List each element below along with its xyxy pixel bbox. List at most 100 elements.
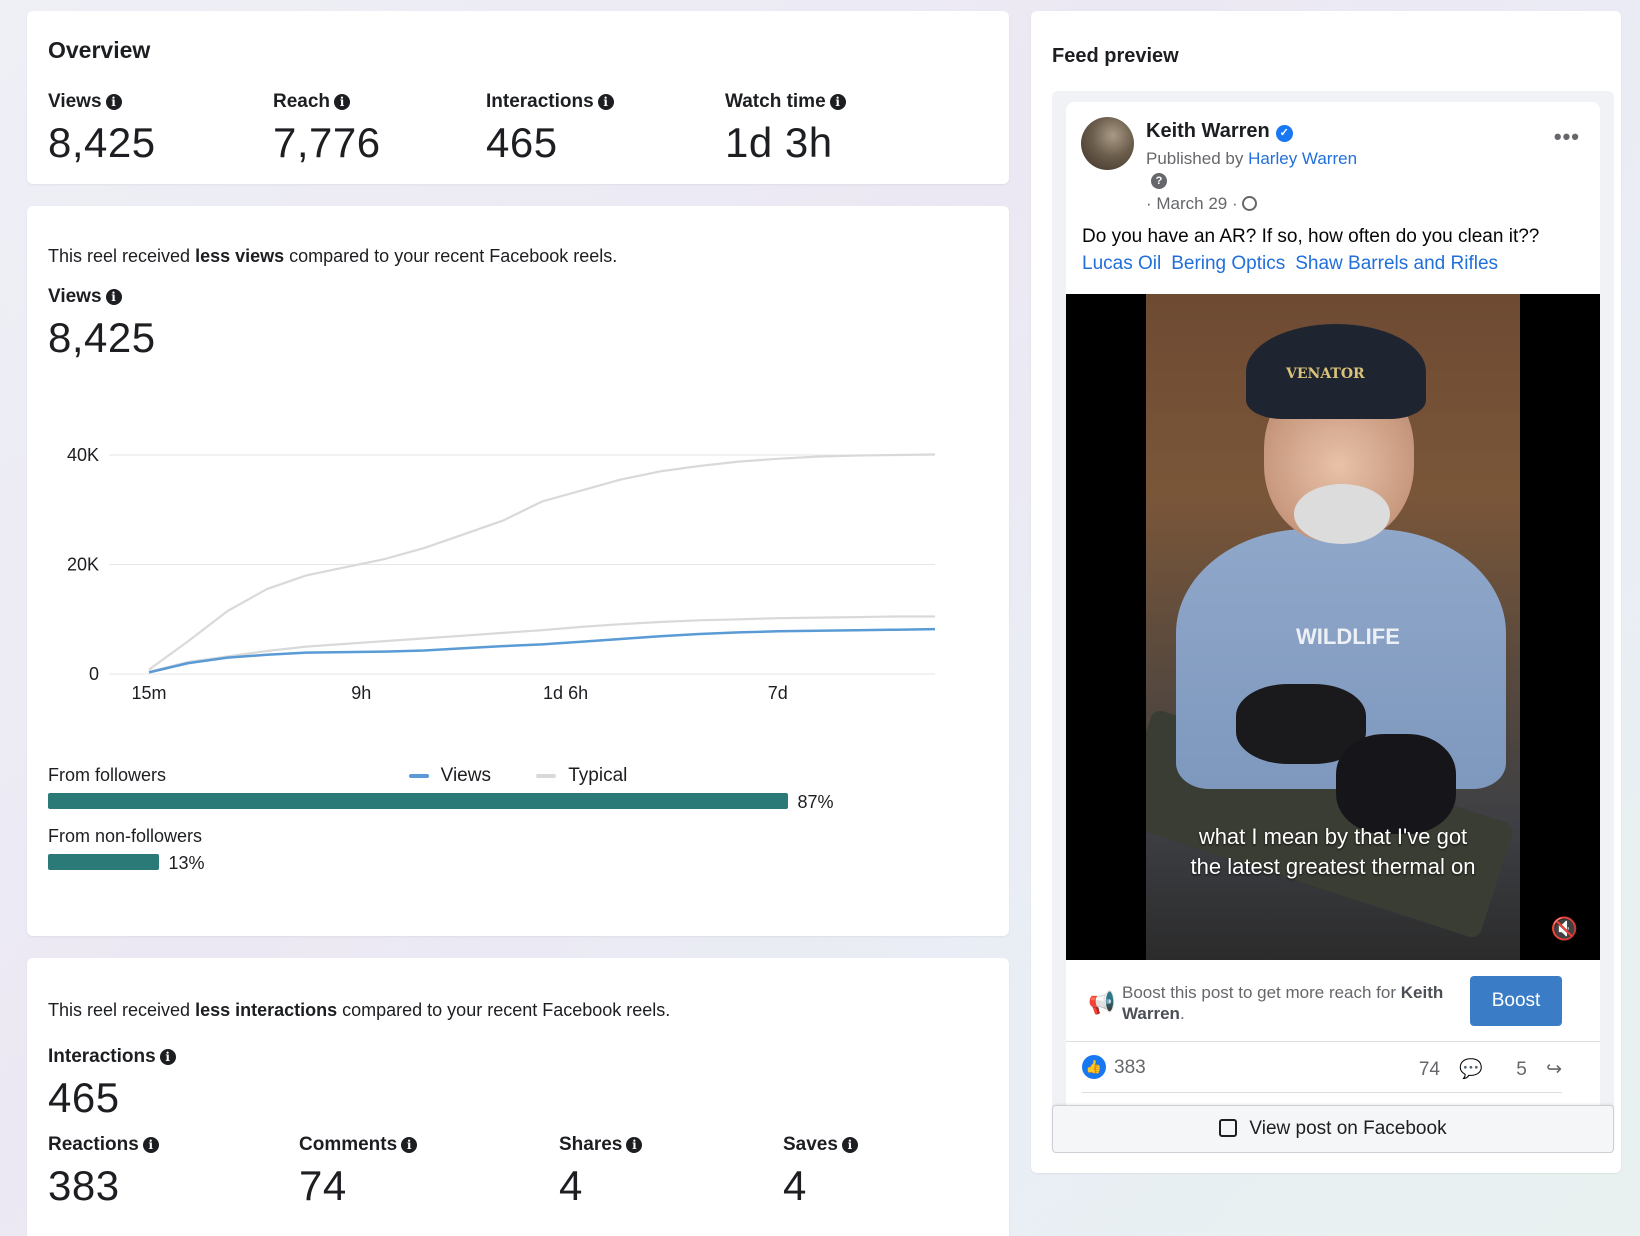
metric-value: 7,776 (273, 119, 381, 166)
post-tags: Lucas Oil Bering Optics Shaw Barrels and R… (1082, 253, 1508, 275)
metric-reach: Reach i 7,776 (273, 91, 381, 167)
metric-comments: Comments i 74 (299, 1134, 418, 1210)
verified-icon: ✓ (1275, 125, 1293, 142)
like-icon: 👍 (1082, 1055, 1106, 1079)
metric-value: 4 (783, 1162, 807, 1209)
metric-label: Reactions (48, 1134, 139, 1155)
overview-title: Overview (48, 37, 151, 63)
metric-value: 8,425 (48, 314, 156, 361)
series-line-views[interactable] (148, 627, 936, 674)
legend-item-views[interactable]: Views (408, 765, 491, 787)
info-icon[interactable]: i (829, 94, 846, 110)
metric-views-detail: Views i 8,425 (48, 286, 156, 362)
legend-swatch (536, 774, 557, 778)
metric-label: Interactions (48, 1046, 156, 1067)
boost-button[interactable]: Boost (1470, 976, 1562, 1026)
from-non-followers-bar: 13% (48, 853, 948, 873)
share-icon: ↪ (1546, 1059, 1562, 1080)
more-icon[interactable]: ••• (1553, 124, 1580, 149)
metric-shares: Shares i 4 (559, 1134, 643, 1210)
bar-percent: 13% (168, 853, 205, 873)
external-link-icon (1219, 1119, 1238, 1137)
metric-interactions: Interactions i 465 (486, 91, 614, 167)
shirt-logo: WILDLIFE (1296, 624, 1400, 649)
from-followers-bar: 87% (48, 792, 948, 812)
post-stats: 👍 383 74 💬 5 ↪ (1082, 1043, 1562, 1093)
legend-swatch (408, 774, 429, 778)
info-icon[interactable]: i (105, 94, 122, 110)
help-icon[interactable]: ? (1151, 173, 1167, 189)
metric-views: Views i 8,425 (48, 91, 156, 167)
beard-shape (1294, 484, 1390, 544)
tag-link[interactable]: Shaw Barrels and Rifles (1295, 253, 1499, 274)
interactions-card: This reel received less interactions com… (27, 958, 1009, 1236)
metric-value: 465 (48, 1074, 120, 1121)
metric-label: Views (48, 286, 102, 307)
feed-preview-frame[interactable]: Keith Warren ✓ Published by Harley Warren… (1052, 91, 1614, 1121)
metric-label: Watch time (725, 91, 826, 112)
cap-shape (1246, 324, 1426, 419)
bar-percent: 87% (797, 792, 834, 812)
info-icon[interactable]: i (841, 1137, 858, 1153)
info-icon[interactable]: i (159, 1049, 176, 1065)
metric-label: Shares (559, 1134, 623, 1155)
info-icon[interactable]: i (334, 94, 351, 110)
views-line-chart: 0 20K 40K 15m 9h 1d 6h 7d (67, 445, 936, 703)
info-icon[interactable]: i (401, 1137, 418, 1153)
metric-value: 74 (299, 1162, 347, 1209)
info-icon[interactable]: i (142, 1137, 159, 1153)
comment-count[interactable]: 74 💬 (1418, 1059, 1483, 1080)
video-caption: what I mean by that I've got the latest … (1190, 824, 1476, 879)
boost-row: 📢 Boost this post to get more reach for … (1066, 960, 1600, 1042)
y-tick-label: 20K (67, 555, 99, 575)
metric-value: 465 (486, 119, 558, 166)
from-followers-label: From followers (48, 765, 167, 785)
metric-interactions-detail: Interactions i 465 (48, 1046, 176, 1122)
metric-saves: Saves i 4 (783, 1134, 858, 1210)
boost-text: Boost this post to get more reach for Ke… (1122, 983, 1444, 1023)
avatar[interactable] (1081, 117, 1134, 170)
views-card: This reel received less views compared t… (27, 206, 1009, 936)
bar-fill (48, 854, 159, 870)
interactions-comparison-text: This reel received less interactions com… (48, 1000, 671, 1020)
x-tick-label: 15m (131, 683, 166, 703)
metric-label: Comments (299, 1134, 398, 1155)
metric-label: Reach (273, 91, 331, 112)
metric-value: 383 (48, 1162, 120, 1209)
view-post-button[interactable]: View post on Facebook (1052, 1105, 1614, 1153)
post-author[interactable]: Keith Warren ✓ (1146, 120, 1293, 143)
mute-icon[interactable]: 🔇 (1550, 916, 1578, 941)
publisher-link[interactable]: Harley Warren (1248, 149, 1358, 168)
share-count[interactable]: 5 ↪ (1516, 1059, 1562, 1080)
from-non-followers-label: From non-followers (48, 826, 203, 846)
x-tick-label: 1d 6h (543, 683, 588, 703)
post-text: Do you have an AR? If so, how often do y… (1082, 226, 1540, 247)
chart-legend: Views Typical (27, 762, 1009, 787)
tag-link[interactable]: Lucas Oil (1082, 253, 1162, 274)
info-icon[interactable]: i (626, 1137, 643, 1153)
metric-value: 1d 3h (725, 119, 833, 166)
metric-value: 8,425 (48, 119, 156, 166)
legend-item-typical[interactable]: Typical (536, 765, 627, 787)
post-preview: Keith Warren ✓ Published by Harley Warren… (1066, 102, 1600, 1121)
y-tick-label: 40K (67, 445, 99, 465)
metric-watch-time: Watch time i 1d 3h (725, 91, 846, 167)
comment-icon: 💬 (1459, 1059, 1483, 1080)
reaction-count[interactable]: 383 (1114, 1057, 1146, 1078)
globe-icon (1241, 196, 1257, 211)
metric-value: 4 (559, 1162, 583, 1209)
info-icon[interactable]: i (597, 94, 614, 110)
overview-card: Overview Views i 8,425 Reach i 7,776 Inter… (27, 11, 1009, 184)
metric-label: Interactions (486, 91, 594, 112)
info-icon[interactable]: i (105, 289, 122, 305)
metric-label: Saves (783, 1134, 838, 1155)
y-tick-label: 0 (89, 664, 99, 684)
glove-shape (1336, 734, 1456, 834)
megaphone-icon: 📢 (1088, 990, 1116, 1015)
post-date: · March 29 · (1146, 194, 1257, 214)
series-line-typical[interactable] (148, 615, 935, 673)
tag-link[interactable]: Bering Optics (1171, 253, 1286, 274)
reel-video[interactable]: WILDLIFE VENATOR what I mean by that I'v… (1066, 294, 1600, 960)
series-line-typical[interactable] (148, 453, 936, 671)
feed-preview-card: Feed preview Keith Warren ✓ Published by … (1031, 11, 1621, 1173)
